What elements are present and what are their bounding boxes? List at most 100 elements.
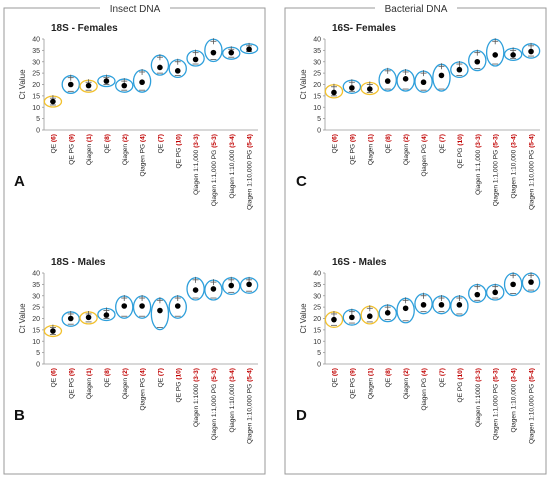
- category-label: Qiagen (2): [403, 134, 410, 165]
- category-name: QE: [50, 376, 57, 387]
- y-tick-label: 40: [32, 37, 40, 44]
- category-name: QE PG: [68, 376, 75, 399]
- category-tag: (7): [439, 134, 446, 142]
- category-tag: (3-3): [475, 134, 482, 148]
- category-name: QE PG: [68, 142, 75, 165]
- category-name: QE: [157, 142, 164, 153]
- category-label: Qiagen (2): [122, 368, 129, 399]
- mean-point: [510, 281, 516, 288]
- category-tag: (5-4): [529, 368, 536, 382]
- category-label: Qiagen PG (4): [421, 368, 428, 411]
- y-tick-label: 10: [32, 339, 40, 346]
- y-axis-label: Ct Value: [18, 303, 27, 334]
- y-tick-label: 40: [313, 271, 321, 278]
- category-tag: (3-4): [511, 368, 518, 382]
- category-label: QE PG (10): [175, 368, 182, 402]
- category-name: QE PG: [349, 142, 356, 165]
- y-tick-label: 5: [36, 116, 40, 123]
- category-tag: (1): [367, 368, 374, 376]
- category-tag: (4): [140, 134, 147, 142]
- mean-point: [67, 81, 74, 88]
- y-tick-label: 5: [317, 350, 321, 357]
- category-tag: (9): [68, 368, 75, 376]
- category-tag: (2): [122, 368, 129, 376]
- mean-point: [174, 303, 181, 309]
- y-tick-label: 5: [36, 350, 40, 357]
- category-tag: (2): [122, 134, 129, 142]
- category-label: QE (8): [385, 368, 392, 387]
- mean-point: [192, 287, 199, 293]
- y-tick-label: 15: [32, 93, 40, 100]
- y-axis-label: Ct Value: [299, 69, 308, 100]
- category-name: QE: [331, 376, 338, 387]
- mean-point: [510, 52, 516, 58]
- y-tick-label: 30: [313, 293, 321, 300]
- category-name: Qiagen 1:10,000: [511, 148, 518, 199]
- category-tag: (5-3): [493, 368, 500, 382]
- category-label: Qiagen (2): [403, 368, 410, 399]
- category-label: QE (6): [331, 368, 338, 387]
- category-label: QE (7): [157, 134, 164, 153]
- category-tag: (5-4): [247, 134, 254, 148]
- insect-header-bg: [100, 2, 170, 14]
- mean-point: [157, 64, 163, 71]
- category-tag: (3-4): [511, 134, 518, 148]
- category-name: Qiagen 1:1,000 PG: [211, 148, 218, 206]
- mean-point: [174, 68, 181, 74]
- category-tag: (8): [104, 368, 111, 376]
- category-tag: (1): [86, 368, 93, 376]
- category-label: Qiagen 1:1000 (3-3): [475, 368, 482, 427]
- category-label: Qiagen (1): [86, 134, 93, 165]
- category-name: Qiagen PG: [140, 376, 147, 410]
- mean-point: [402, 305, 409, 312]
- panel-d: 0 5 10 15 20 25 30 35 40 Ct Value 16S - Males D QE (…: [296, 257, 541, 444]
- mean-point: [492, 289, 499, 296]
- category-label: QE (8): [104, 368, 111, 387]
- category-name: Qiagen 1:10,000: [229, 382, 236, 433]
- category-name: Qiagen: [86, 142, 93, 165]
- mean-point: [528, 279, 534, 285]
- mean-point: [474, 58, 481, 65]
- mean-point: [420, 79, 427, 86]
- category-name: Qiagen 1:10,000 PG: [247, 148, 254, 210]
- category-label: QE PG (10): [457, 134, 464, 168]
- category-name: QE: [104, 376, 111, 387]
- mean-point: [121, 303, 128, 309]
- y-tick-label: 35: [32, 48, 40, 55]
- category-label: QE PG (9): [68, 368, 75, 399]
- category-label: Qiagen (2): [122, 134, 129, 165]
- category-tag: (9): [349, 134, 356, 142]
- category-label: Qiagen 1:1,000 PG (5-3): [211, 134, 218, 206]
- category-label: Qiagen 1:10,000 (3-4): [511, 134, 518, 199]
- category-name: QE: [385, 142, 392, 153]
- category-name: Qiagen 1:1,000 PG: [493, 382, 500, 440]
- y-tick-label: 0: [317, 362, 321, 369]
- mean-point: [438, 72, 445, 79]
- category-label: Qiagen PG (4): [140, 368, 147, 411]
- category-name: QE PG: [175, 380, 182, 403]
- category-label: QE (8): [385, 134, 392, 153]
- category-label: QE PG (9): [68, 134, 75, 165]
- mean-point: [402, 76, 409, 82]
- mean-point: [85, 314, 92, 321]
- mean-point: [438, 302, 445, 308]
- category-label: QE (6): [50, 134, 57, 153]
- category-tag: (9): [349, 368, 356, 376]
- category-tag: (3-4): [229, 134, 236, 148]
- category-tag: (10): [457, 368, 464, 380]
- category-name: QE: [104, 142, 111, 153]
- category-label: Qiagen 1:1,000 (3-3): [193, 134, 200, 195]
- category-tag: (9): [68, 134, 75, 142]
- mean-point: [456, 66, 463, 73]
- category-label: QE PG (9): [349, 368, 356, 399]
- bacterial-header-bg: [375, 2, 457, 14]
- mean-point: [384, 78, 391, 84]
- category-tag: (7): [439, 368, 446, 376]
- category-label: QE PG (10): [457, 368, 464, 402]
- panel-title: 18S - Females: [51, 23, 118, 34]
- category-tag: (3-3): [193, 368, 200, 382]
- category-name: QE: [385, 376, 392, 387]
- category-name: Qiagen 1:10,000: [229, 148, 236, 199]
- category-label: Qiagen (1): [367, 134, 374, 165]
